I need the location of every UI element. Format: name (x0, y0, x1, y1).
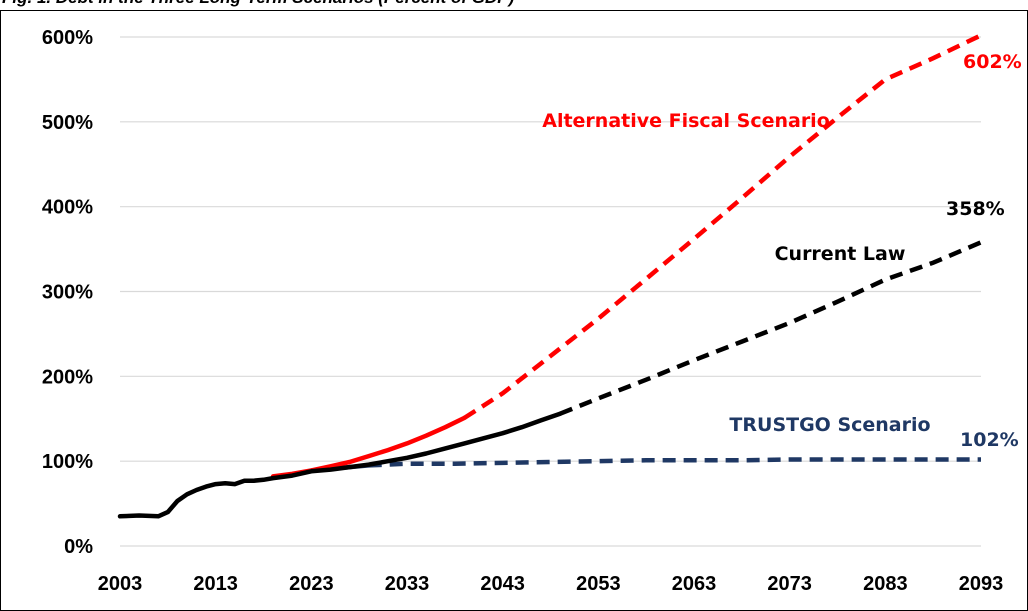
x-tick-label: 2053 (576, 573, 621, 595)
x-tick-label: 2033 (385, 573, 430, 595)
x-tick-label: 2063 (672, 573, 717, 595)
x-tick-label: 2043 (480, 573, 525, 595)
series-name-label: TRUSTGO Scenario (729, 414, 930, 436)
series-name-label: Current Law (775, 243, 906, 265)
x-tick-label: 2093 (959, 573, 1004, 595)
x-tick-label: 2073 (767, 573, 812, 595)
end-value-label: 358% (946, 198, 1005, 220)
x-tick-label: 2003 (98, 573, 143, 595)
series-line-dashed (463, 33, 982, 420)
end-value-label: 102% (960, 429, 1019, 451)
y-tick-label: 600% (42, 27, 93, 49)
y-tick-label: 400% (42, 197, 93, 219)
y-tick-label: 100% (42, 451, 93, 473)
y-tick-label: 300% (42, 282, 93, 304)
x-tick-label: 2083 (863, 573, 908, 595)
series-line-dashed (559, 240, 982, 416)
end-value-label: 602% (963, 51, 1022, 73)
series-line-solid (117, 411, 563, 519)
y-tick-label: 0% (64, 536, 93, 558)
x-tick-label: 2023 (289, 573, 334, 595)
y-tick-label: 500% (42, 112, 93, 134)
y-tick-label: 200% (42, 366, 93, 388)
chart-title: Fig. 1. Debt in the Three Long-Term Scen… (2, 0, 514, 8)
series-line-dashed (368, 457, 981, 468)
x-tick-label: 2013 (193, 573, 238, 595)
series-name-label: Alternative Fiscal Scenario (542, 110, 830, 132)
